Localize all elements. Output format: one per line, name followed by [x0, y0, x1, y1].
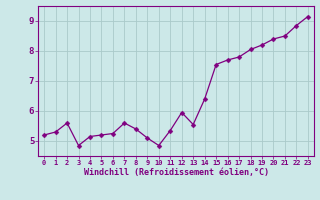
- X-axis label: Windchill (Refroidissement éolien,°C): Windchill (Refroidissement éolien,°C): [84, 168, 268, 177]
